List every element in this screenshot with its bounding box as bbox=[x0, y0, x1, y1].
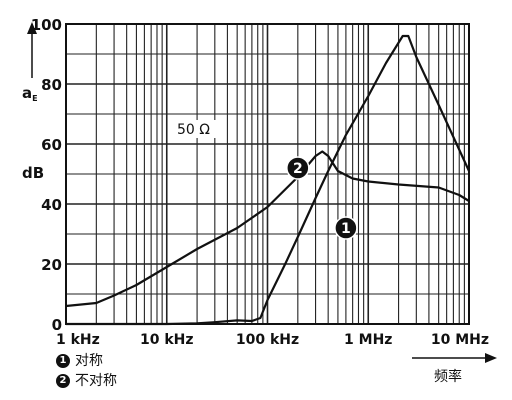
x-tick-labels: 1 kHz 10 kHz 100 kHz 1 MHz 10 MHz bbox=[56, 332, 489, 348]
y-tick-label: 100 bbox=[31, 16, 62, 34]
impedance-annotation: 50 Ω bbox=[177, 122, 210, 138]
series-lines bbox=[65, 34, 470, 326]
annotation-box bbox=[173, 120, 218, 138]
legend-label-2: 不对称 bbox=[75, 373, 117, 389]
x-tick-label: 100 kHz bbox=[236, 332, 299, 348]
legend-item-1: 1 对称 bbox=[56, 351, 117, 371]
y-tick-label: 80 bbox=[41, 76, 62, 94]
legend-badge-1: 1 bbox=[56, 354, 70, 368]
y-tick-label: 20 bbox=[41, 256, 62, 274]
curve-marker-1 bbox=[334, 216, 358, 240]
plot-frame bbox=[65, 23, 470, 325]
y-label-symbol: aE bbox=[22, 84, 38, 103]
curve-marker-label: 2 bbox=[293, 161, 303, 177]
y-tick-label: 60 bbox=[41, 136, 62, 154]
y-label-unit: dB bbox=[22, 164, 44, 182]
legend-badge-2: 2 bbox=[56, 374, 70, 388]
grid bbox=[66, 24, 469, 324]
y-tick-labels: 0 20 40 60 80 100 bbox=[31, 16, 62, 334]
x-tick-label: 1 kHz bbox=[56, 332, 100, 348]
y-tick-label: 0 bbox=[52, 316, 62, 334]
series-line-2 bbox=[65, 150, 470, 308]
x-axis-arrow-head bbox=[485, 353, 497, 363]
series-line-1 bbox=[66, 34, 470, 326]
y-tick-label: 40 bbox=[41, 196, 62, 214]
curve-markers: 12 bbox=[286, 156, 358, 240]
x-tick-label: 1 MHz bbox=[344, 332, 392, 348]
y-axis-arrow-head bbox=[27, 22, 37, 34]
legend-label-1: 对称 bbox=[75, 353, 103, 369]
x-tick-label: 10 kHz bbox=[140, 332, 194, 348]
x-tick-label: 10 MHz bbox=[431, 332, 489, 348]
plot-border bbox=[65, 23, 470, 325]
curve-marker-2 bbox=[286, 156, 310, 180]
curve-marker-label: 1 bbox=[341, 221, 351, 237]
legend-item-2: 2 不对称 bbox=[56, 371, 117, 391]
legend: 1 对称 2 不对称 bbox=[56, 351, 117, 391]
x-axis-label: 频率 bbox=[434, 369, 462, 385]
